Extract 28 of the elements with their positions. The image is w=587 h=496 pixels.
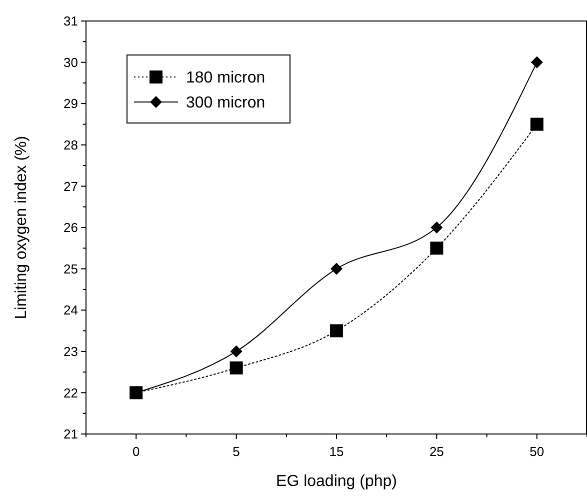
legend-label: 300 micron [186, 94, 266, 112]
legend-label: 180 micron [186, 70, 266, 87]
x-axis-title: EG loading (php) [276, 473, 397, 490]
x-tick-label: 25 [429, 444, 444, 459]
y-tick-label: 22 [64, 385, 78, 400]
y-axis-title: Limiting oxygen index (%) [13, 136, 30, 320]
y-tick-label: 26 [64, 220, 78, 236]
point [230, 345, 242, 358]
y-tick-label: 21 [64, 426, 78, 442]
point [530, 118, 544, 131]
y-tick-label: 30 [64, 54, 78, 70]
point [330, 262, 342, 275]
x-tick-label: 0 [132, 444, 140, 459]
point [530, 56, 543, 68]
y-tick-label: 24 [64, 302, 78, 318]
y-tick-label: 29 [64, 96, 78, 112]
point [430, 222, 443, 234]
y-tick-label: 31 [64, 14, 78, 29]
point [330, 324, 343, 338]
point [430, 242, 444, 255]
point [230, 361, 243, 374]
y-tick-label: 27 [64, 178, 78, 194]
x-tick-label: 5 [232, 444, 240, 459]
x-tick-label: 15 [329, 444, 344, 459]
y-tick-label: 23 [64, 344, 78, 359]
y-tick-label: 28 [64, 137, 78, 152]
x-tick-label: 50 [530, 444, 544, 459]
y-tick-label: 25 [64, 261, 78, 276]
